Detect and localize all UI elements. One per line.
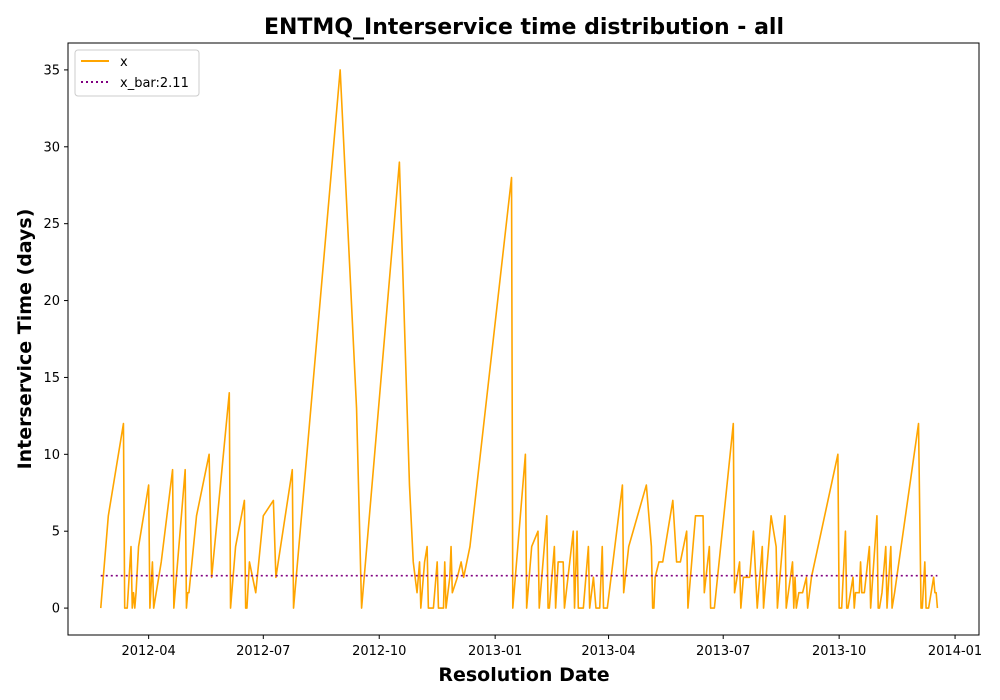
x-tick-label: 2014-01: [928, 644, 982, 659]
y-tick-label: 20: [43, 294, 60, 309]
y-tick-label: 35: [43, 63, 60, 78]
legend-label-x: x: [120, 55, 128, 70]
y-axis: 0 5 10 15 20 25 30 35: [43, 63, 68, 617]
series-line-x: [99, 69, 939, 609]
chart-title: ENTMQ_Interservice time distribution - a…: [264, 15, 784, 40]
y-tick-label: 10: [43, 448, 60, 463]
legend-label-x-bar: x_bar:2.11: [120, 76, 189, 91]
x-axis-label: Resolution Date: [438, 664, 609, 686]
y-tick-label: 30: [43, 140, 60, 155]
y-tick-label: 15: [43, 371, 60, 386]
y-tick-label: 5: [52, 525, 60, 540]
x-tick-label: 2013-07: [696, 644, 750, 659]
series-layer: [99, 69, 939, 609]
x-tick-label: 2012-10: [352, 644, 406, 659]
x-tick-label: 2012-04: [121, 644, 175, 659]
x-tick-label: 2013-10: [812, 644, 866, 659]
x-axis: 2012-04 2012-07 2012-10 2013-01 2013-04 2013-…: [121, 635, 982, 659]
x-tick-label: 2013-01: [468, 644, 522, 659]
y-tick-label: 25: [43, 217, 60, 232]
y-tick-label: 0: [52, 602, 60, 617]
x-tick-label: 2013-04: [581, 644, 635, 659]
plot-frame: [67, 42, 980, 636]
legend: x x_bar:2.11: [74, 49, 200, 97]
y-axis-label: Interservice Time (days): [14, 209, 36, 470]
x-tick-label: 2012-07: [236, 644, 290, 659]
